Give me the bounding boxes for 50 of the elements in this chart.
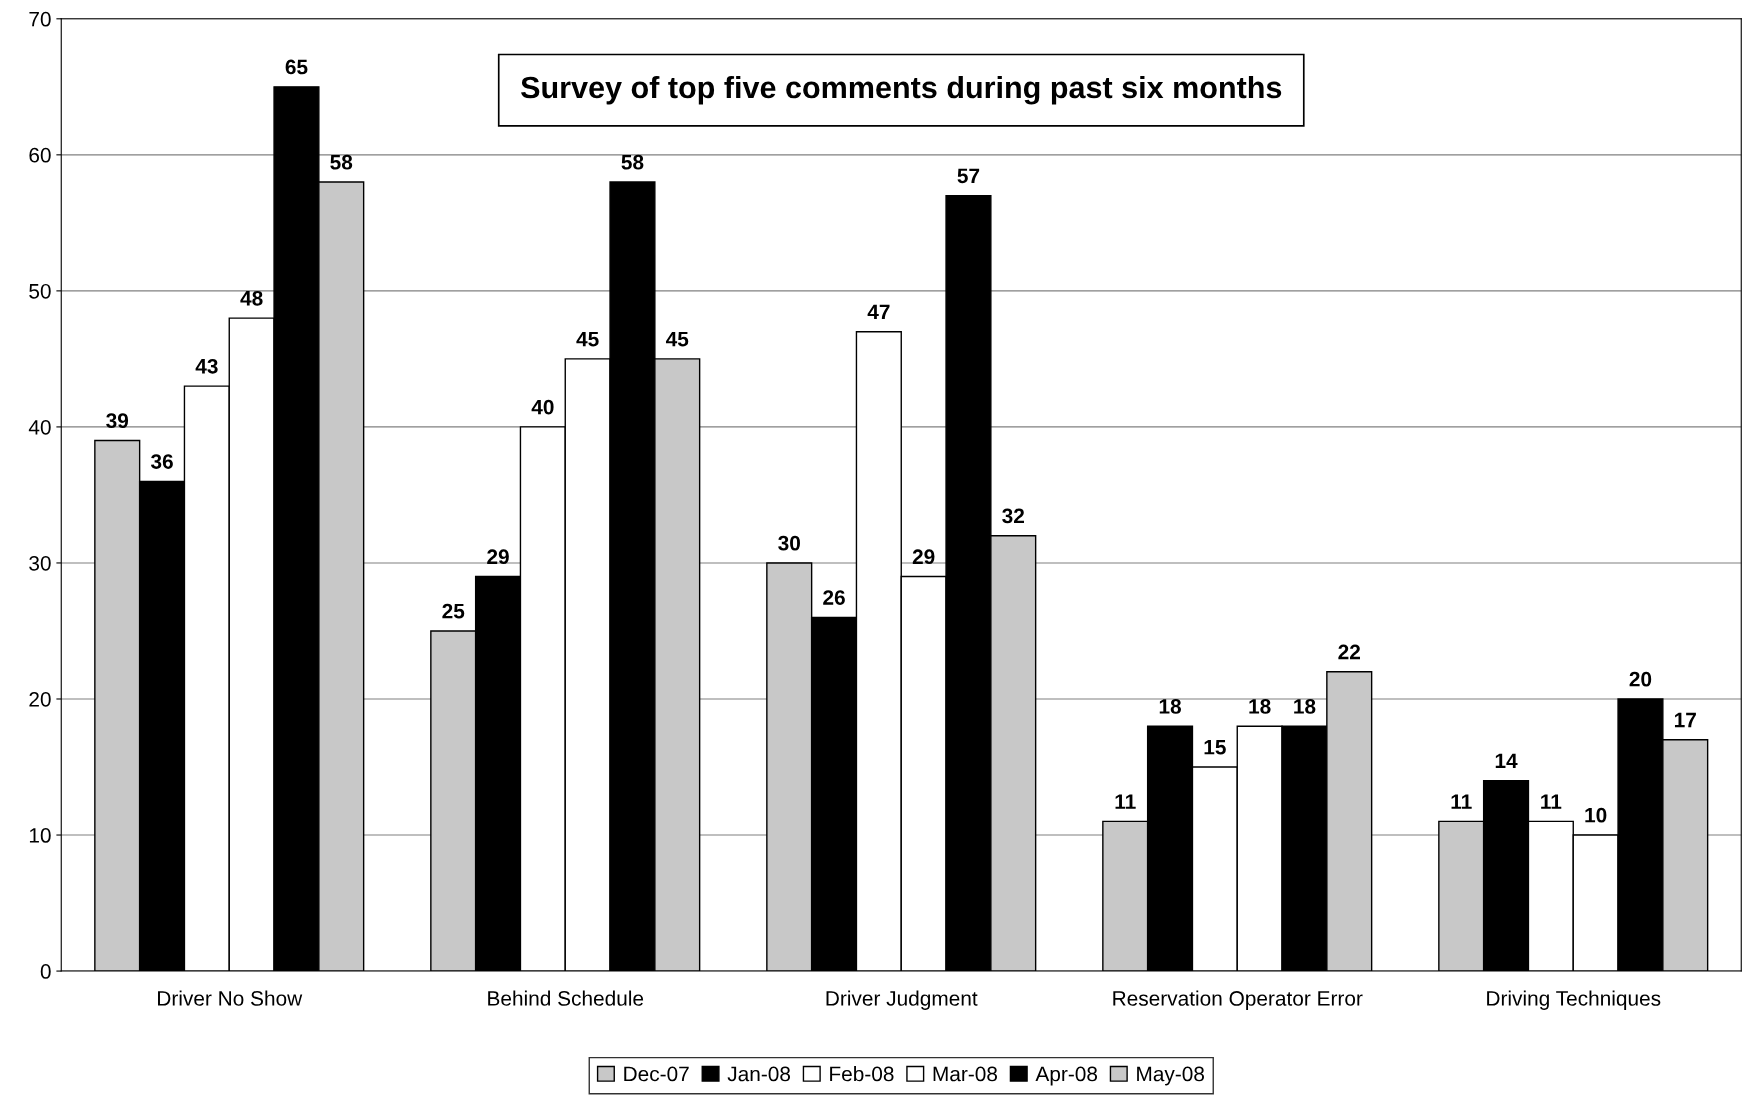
x-tick-label: Driving Techniques <box>1487 990 1661 1010</box>
y-tick-label: 30 <box>29 555 51 571</box>
data-label: 39 <box>106 413 129 429</box>
data-label: 18 <box>1294 699 1316 714</box>
data-label: 65 <box>285 59 308 75</box>
data-label: 11 <box>1541 794 1562 809</box>
data-label: 29 <box>912 549 935 565</box>
y-tick-label: 0 <box>40 964 51 979</box>
data-label: 22 <box>1338 644 1360 660</box>
x-tick-label: Driver No Show <box>158 990 303 1006</box>
data-label: 40 <box>531 399 554 415</box>
x-tick-label: Behind Schedule <box>488 990 644 1006</box>
legend-label: Mar-08 <box>933 1066 998 1082</box>
data-label: 18 <box>1249 699 1271 714</box>
data-label: 29 <box>487 549 509 565</box>
x-tick-label: Driver Judgment <box>826 990 978 1010</box>
data-label: 36 <box>150 454 173 469</box>
data-label: 57 <box>957 168 980 184</box>
legend-label: Jan-08 <box>727 1066 791 1082</box>
y-tick-label: 60 <box>29 147 51 163</box>
y-tick-label: 10 <box>29 828 51 843</box>
y-tick-label: 70 <box>29 11 51 27</box>
legend-label: Apr-08 <box>1035 1066 1098 1086</box>
y-tick-label: 20 <box>29 691 51 707</box>
data-label: 45 <box>576 331 599 347</box>
data-label: 25 <box>442 603 465 619</box>
data-label: 32 <box>1002 508 1024 524</box>
data-label: 11 <box>1451 794 1472 809</box>
data-label: 26 <box>823 590 845 605</box>
data-label: 43 <box>195 358 218 374</box>
data-label: 45 <box>665 331 689 347</box>
data-label: 18 <box>1159 699 1181 714</box>
legend-label: May-08 <box>1137 1066 1205 1086</box>
text: Survey of top five comments during past six months <box>520 75 1282 105</box>
data-label: 11 <box>1115 794 1136 809</box>
data-label: 30 <box>778 535 800 551</box>
y-tick-label: 40 <box>28 419 51 435</box>
data-label: 15 <box>1204 740 1226 755</box>
data-label: 48 <box>240 290 263 306</box>
y-tick-label: 50 <box>29 283 51 299</box>
data-label: 14 <box>1495 753 1518 768</box>
data-label: 17 <box>1674 712 1696 728</box>
legend-label: Feb-08 <box>830 1066 894 1082</box>
data-label: 58 <box>621 154 644 170</box>
data-label: 47 <box>867 304 890 320</box>
data-label: 10 <box>1585 807 1607 823</box>
x-tick-label: Reservation Operator Error <box>1113 990 1363 1010</box>
data-label: 20 <box>1629 671 1652 687</box>
data-label: 58 <box>330 154 353 170</box>
legend-label: Dec-07 <box>624 1066 689 1082</box>
